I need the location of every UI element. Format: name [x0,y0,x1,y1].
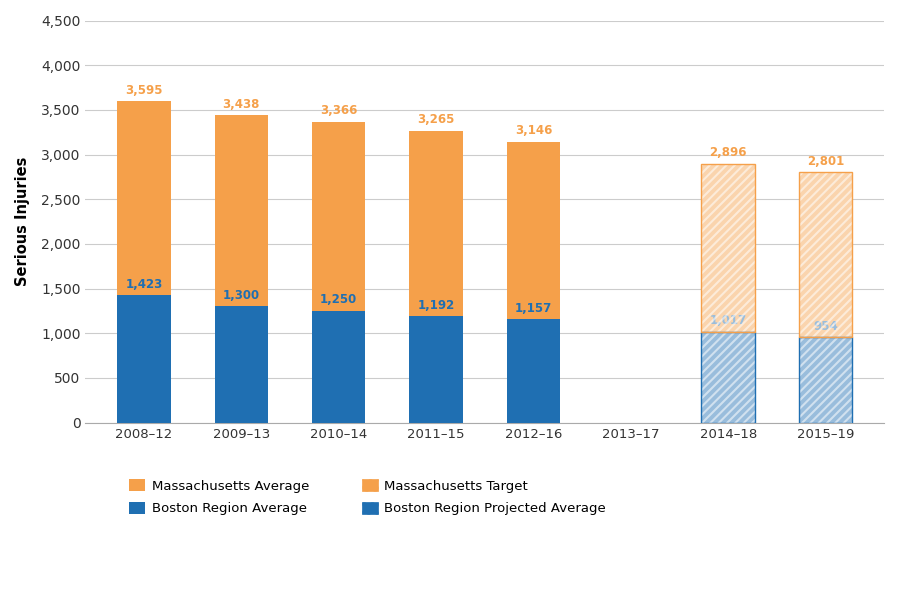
Text: 2,801: 2,801 [807,155,844,168]
Bar [799,338,852,423]
Text: 1,017: 1,017 [709,314,747,327]
Text: 3,438: 3,438 [223,98,260,111]
Text: 3,265: 3,265 [417,113,455,126]
Bar [701,332,755,423]
Bar [215,307,268,423]
Text: 1,157: 1,157 [515,302,552,315]
Bar [117,102,171,296]
Bar [409,316,463,423]
Bar [701,164,755,332]
Text: 1,250: 1,250 [320,293,357,307]
Bar [117,296,171,423]
Text: 3,146: 3,146 [515,124,552,137]
Bar [312,122,366,311]
Text: 954: 954 [814,320,838,333]
Bar [799,172,852,338]
Text: 3,366: 3,366 [320,104,357,118]
Bar [701,164,755,332]
Bar [409,131,463,316]
Y-axis label: Serious Injuries: Serious Injuries [15,157,30,286]
Text: 1,423: 1,423 [125,278,163,291]
Text: 3,595: 3,595 [125,84,163,97]
Legend: Massachusetts Average, Boston Region Average, Massachusetts Target, Boston Regio: Massachusetts Average, Boston Region Ave… [124,474,611,521]
Bar [799,338,852,423]
Bar [312,311,366,423]
Text: 2,896: 2,896 [709,147,747,160]
Bar [799,338,852,423]
Bar [799,172,852,338]
Bar [507,142,560,319]
Bar [507,319,560,423]
Bar [701,164,755,332]
Bar [701,332,755,423]
Bar [215,115,268,307]
Text: 1,192: 1,192 [417,299,455,312]
Bar [799,172,852,338]
Bar [701,332,755,423]
Text: 1,300: 1,300 [223,289,260,302]
